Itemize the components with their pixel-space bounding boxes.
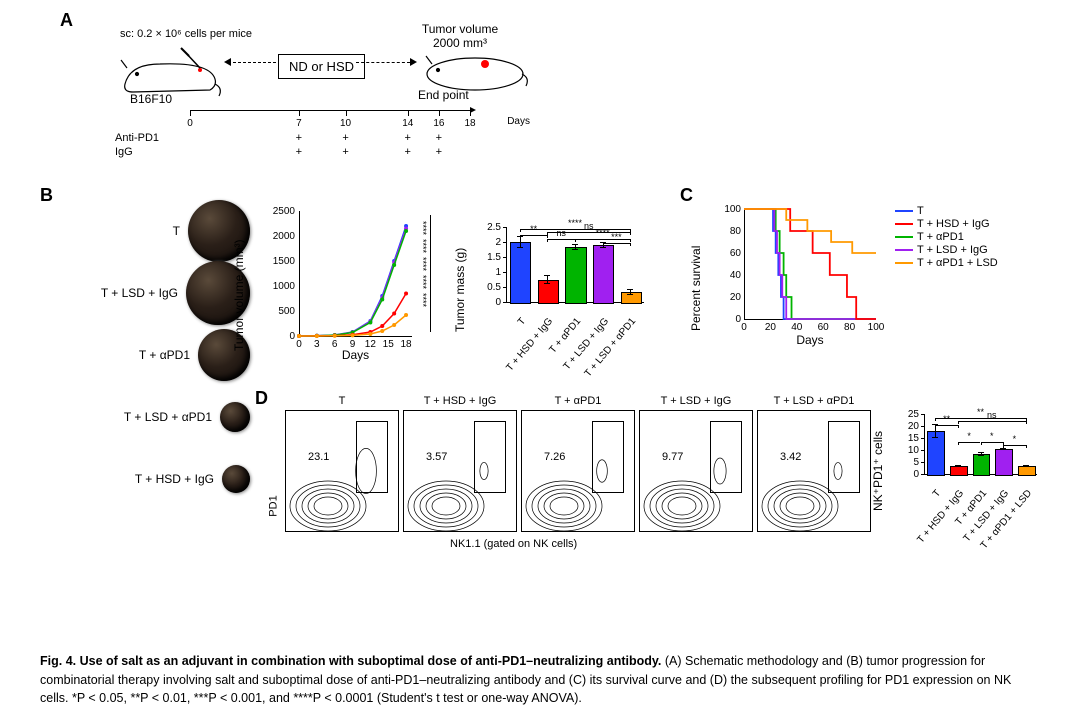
sc-label: sc: 0.2 × 10⁶ cells per mice: [120, 28, 252, 40]
arrow-left-icon: [224, 58, 231, 66]
timeline: Days 0710141618: [190, 110, 490, 111]
panel-c-letter: C: [680, 185, 693, 206]
flow-plot: T + LSD + αPD13.42: [757, 410, 871, 532]
endpoint-label: End point: [418, 88, 469, 102]
survival-chart: 020406080100020406080100Percent survival…: [710, 205, 880, 345]
flow-plot: T23.1: [285, 410, 399, 532]
panel-a: A sc: 0.2 × 10⁶ cells per mice B16F10 ND…: [60, 10, 560, 160]
dashed-arrow: [228, 62, 276, 63]
tumor-volume-label: Tumor volume 2000 mm³: [415, 22, 505, 50]
days-label: Days: [507, 116, 530, 127]
drug-label-0: Anti-PD1: [115, 132, 159, 144]
dashed-arrow: [356, 62, 410, 63]
pd1-axis-label: PD1: [268, 495, 280, 516]
panel-d-letter: D: [255, 388, 268, 409]
drug-label-1: IgG: [115, 146, 133, 158]
panel-b-tumors: TT + LSD + IgGT + αPD1T + LSD + αPD1T + …: [40, 200, 250, 510]
cell-line-label: B16F10: [130, 92, 172, 106]
tumor-volume-chart: 050010001500200025000369121518Tumor volu…: [255, 205, 440, 360]
flow-plot: T + HSD + IgG3.57: [403, 410, 517, 532]
tumor-mass-chart: 00.511.522.5Tumor mass (g)TT + HSD + IgG…: [470, 205, 650, 360]
mouse-tumor-icon: [420, 46, 530, 94]
panel-a-letter: A: [60, 10, 73, 31]
diet-box: ND or HSD: [278, 54, 365, 79]
flow-plot: T + αPD17.26: [521, 410, 635, 532]
figure-page: A sc: 0.2 × 10⁶ cells per mice B16F10 ND…: [0, 0, 1080, 726]
arrow-right-icon: [410, 58, 417, 66]
flow-plot: T + LSD + IgG9.77: [639, 410, 753, 532]
caption-title: Fig. 4. Use of salt as an adjuvant in co…: [40, 654, 661, 668]
survival-legend: TT + HSD + IgGT + αPD1T + LSD + IgGT + α…: [895, 205, 998, 270]
figure-caption: Fig. 4. Use of salt as an adjuvant in co…: [40, 652, 1040, 708]
